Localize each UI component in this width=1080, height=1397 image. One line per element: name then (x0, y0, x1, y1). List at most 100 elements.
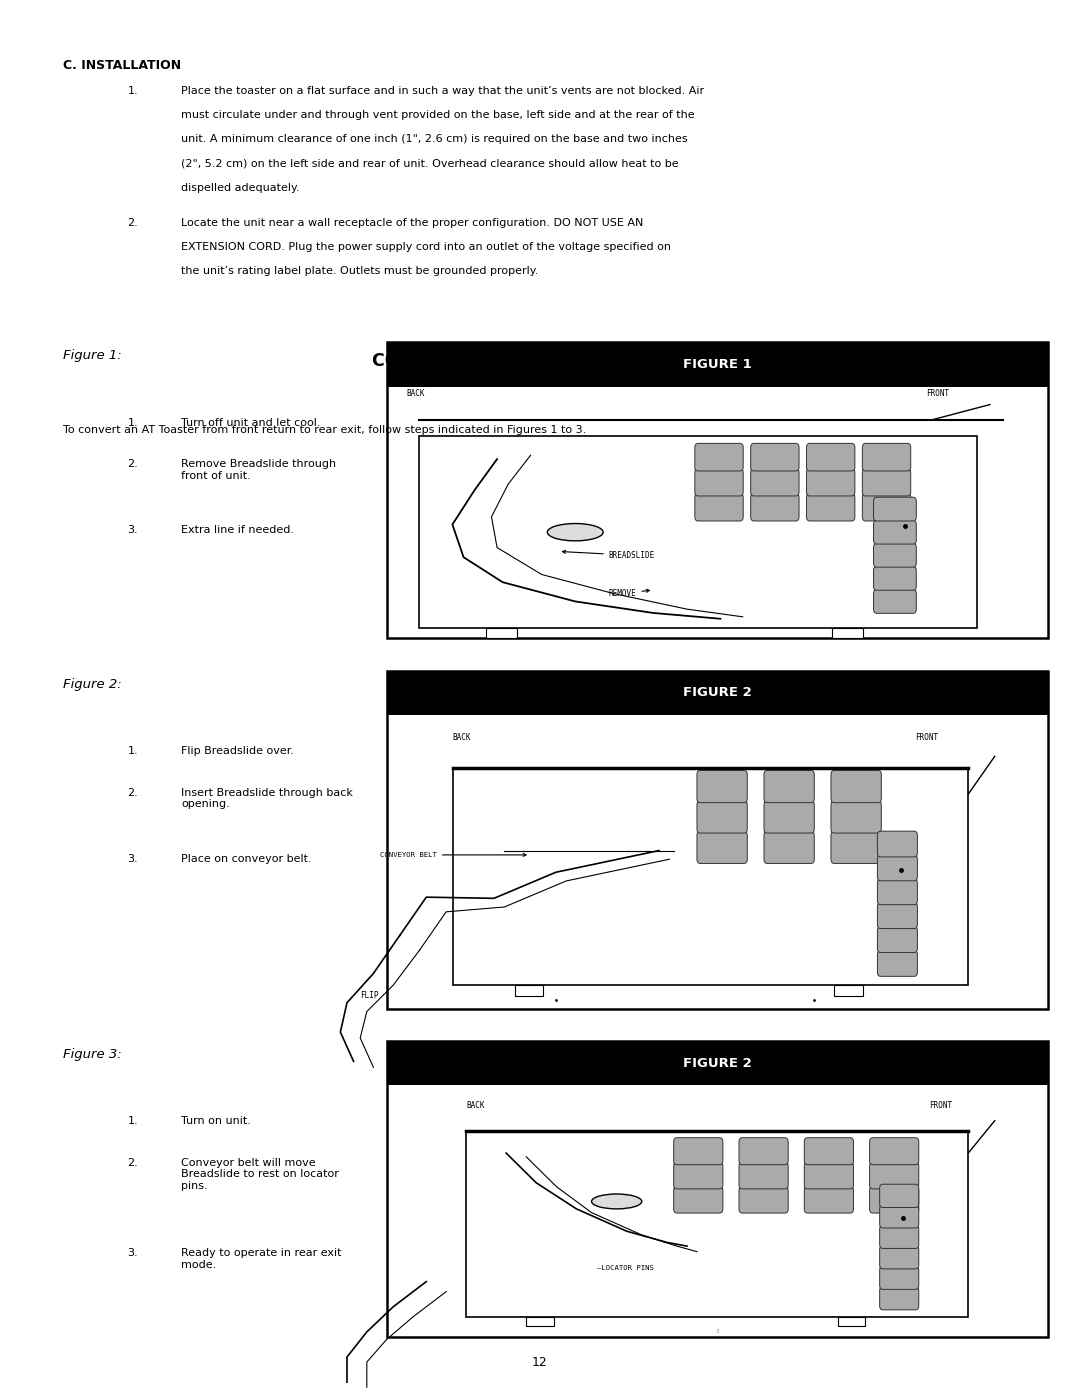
Text: FIGURE 2: FIGURE 2 (683, 686, 752, 700)
Text: CONVERTIBLE AT SERIES TOASTER: CONVERTIBLE AT SERIES TOASTER (373, 352, 707, 370)
Text: BACK: BACK (453, 733, 471, 742)
Ellipse shape (548, 524, 603, 541)
FancyBboxPatch shape (869, 1162, 919, 1189)
Text: the unit’s rating label plate. Outlets must be grounded properly.: the unit’s rating label plate. Outlets m… (181, 267, 539, 277)
Text: Flip Breadslide over.: Flip Breadslide over. (181, 746, 295, 756)
Bar (838, 1317, 865, 1326)
Text: REMOVE: REMOVE (609, 590, 649, 598)
Text: must circulate under and through vent provided on the base, left side and at the: must circulate under and through vent pr… (181, 110, 696, 120)
FancyBboxPatch shape (869, 1186, 919, 1213)
Text: 2.: 2. (127, 460, 138, 469)
Text: 1.: 1. (127, 1116, 138, 1126)
FancyBboxPatch shape (874, 520, 916, 543)
FancyBboxPatch shape (879, 1204, 919, 1228)
FancyBboxPatch shape (879, 1246, 919, 1268)
Text: BACK: BACK (465, 1101, 485, 1109)
FancyBboxPatch shape (751, 443, 799, 471)
FancyBboxPatch shape (862, 443, 910, 471)
Ellipse shape (592, 1194, 642, 1208)
FancyBboxPatch shape (879, 1266, 919, 1289)
Text: 3.: 3. (127, 525, 138, 535)
FancyBboxPatch shape (862, 493, 910, 521)
Text: 2.: 2. (127, 1158, 138, 1168)
FancyBboxPatch shape (764, 831, 814, 863)
FancyBboxPatch shape (751, 493, 799, 521)
Text: FLIP: FLIP (361, 990, 379, 1000)
FancyBboxPatch shape (869, 1137, 919, 1165)
FancyBboxPatch shape (694, 493, 743, 521)
FancyBboxPatch shape (697, 800, 747, 833)
Text: Conveyor belt will move
Breadslide to rest on locator
pins.: Conveyor belt will move Breadslide to re… (181, 1158, 339, 1192)
FancyBboxPatch shape (877, 879, 917, 905)
FancyBboxPatch shape (764, 770, 814, 803)
FancyBboxPatch shape (764, 800, 814, 833)
FancyBboxPatch shape (674, 1137, 723, 1165)
FancyBboxPatch shape (807, 493, 855, 521)
Bar (486, 629, 516, 638)
Bar (387, 671, 1048, 1009)
Text: FRONT: FRONT (929, 1101, 951, 1109)
FancyBboxPatch shape (694, 443, 743, 471)
Text: Insert Breadslide through back
opening.: Insert Breadslide through back opening. (181, 788, 353, 809)
FancyBboxPatch shape (874, 497, 916, 521)
FancyBboxPatch shape (694, 468, 743, 496)
Text: FIGURE 2: FIGURE 2 (683, 1056, 752, 1070)
Text: To convert an AT Toaster from front return to rear exit, follow steps indicated : To convert an AT Toaster from front retu… (63, 425, 585, 436)
Bar (834, 985, 863, 996)
FancyBboxPatch shape (751, 468, 799, 496)
FancyBboxPatch shape (739, 1186, 788, 1213)
Text: CONVEYOR BELT: CONVEYOR BELT (380, 852, 526, 858)
Text: Locate the unit near a wall receptacle of the proper configuration. DO NOT USE A: Locate the unit near a wall receptacle o… (181, 218, 644, 228)
FancyBboxPatch shape (874, 543, 916, 567)
Text: Turn on unit.: Turn on unit. (181, 1116, 252, 1126)
Text: (2", 5.2 cm) on the left side and rear of unit. Overhead clearance should allow : (2", 5.2 cm) on the left side and rear o… (181, 159, 679, 169)
Text: Place the toaster on a flat surface and in such a way that the unit’s vents are : Place the toaster on a flat surface and … (181, 85, 704, 95)
FancyBboxPatch shape (877, 950, 917, 977)
Text: C. INSTALLATION: C. INSTALLATION (63, 59, 180, 71)
Text: Figure 3:: Figure 3: (63, 1048, 121, 1060)
FancyBboxPatch shape (697, 831, 747, 863)
Bar (465, 1130, 969, 1317)
FancyBboxPatch shape (674, 1186, 723, 1213)
Text: 12: 12 (532, 1356, 548, 1369)
Text: 3.: 3. (127, 854, 138, 863)
Text: Turn off unit and let cool.: Turn off unit and let cool. (181, 418, 321, 427)
Text: FRONT: FRONT (927, 390, 949, 398)
Bar (387, 671, 1048, 715)
FancyBboxPatch shape (862, 468, 910, 496)
Text: EXTENSION CORD. Plug the power supply cord into an outlet of the voltage specifi: EXTENSION CORD. Plug the power supply co… (181, 242, 672, 251)
FancyBboxPatch shape (807, 443, 855, 471)
FancyBboxPatch shape (805, 1137, 853, 1165)
Text: BACK: BACK (406, 390, 424, 398)
FancyBboxPatch shape (831, 800, 881, 833)
Bar (453, 768, 969, 985)
Text: Remove Breadslide through
front of unit.: Remove Breadslide through front of unit. (181, 460, 337, 481)
FancyBboxPatch shape (674, 1162, 723, 1189)
Text: FIGURE 1: FIGURE 1 (683, 358, 752, 372)
Bar (387, 342, 1048, 387)
Text: 1.: 1. (127, 418, 138, 427)
FancyBboxPatch shape (879, 1287, 919, 1310)
FancyBboxPatch shape (877, 855, 917, 882)
FancyBboxPatch shape (877, 926, 917, 953)
FancyBboxPatch shape (697, 770, 747, 803)
Text: FRONT: FRONT (916, 733, 939, 742)
Text: BREADSLIDE: BREADSLIDE (563, 550, 654, 560)
Bar (387, 342, 1048, 638)
FancyBboxPatch shape (807, 468, 855, 496)
FancyBboxPatch shape (879, 1225, 919, 1249)
Text: 2.: 2. (127, 218, 138, 228)
Text: 3.: 3. (127, 1249, 138, 1259)
FancyBboxPatch shape (874, 566, 916, 591)
Bar (526, 1317, 554, 1326)
FancyBboxPatch shape (805, 1162, 853, 1189)
FancyBboxPatch shape (874, 590, 916, 613)
FancyBboxPatch shape (879, 1185, 919, 1207)
Text: Extra line if needed.: Extra line if needed. (181, 525, 295, 535)
Text: 1.: 1. (127, 85, 138, 95)
Text: dispelled adequately.: dispelled adequately. (181, 183, 300, 193)
Text: Figure 1:: Figure 1: (63, 349, 121, 362)
FancyBboxPatch shape (739, 1162, 788, 1189)
Text: 1.: 1. (127, 746, 138, 756)
Text: Place on conveyor belt.: Place on conveyor belt. (181, 854, 312, 863)
